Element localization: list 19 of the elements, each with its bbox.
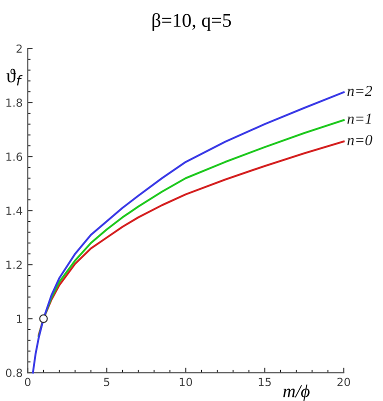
series-label: n=0 [347, 134, 372, 146]
line-series [32, 91, 345, 374]
y-tick-label: 1.6 [6, 152, 22, 161]
x-tick-label: 20 [337, 378, 350, 386]
y-tick-label: 1.8 [6, 98, 22, 107]
y-tick-label: 0.8 [6, 368, 22, 378]
x-tick-label: 10 [180, 378, 192, 386]
x-axis-title: m/ϕ [283, 384, 310, 401]
y-tick-label: 2 [16, 44, 22, 53]
x-tick-label: 15 [258, 378, 271, 386]
y-tick-label: 1.2 [6, 260, 22, 269]
y-tick-label: 1.4 [6, 206, 22, 215]
y-tick-label: 1 [16, 314, 22, 323]
y-axis-title: ϑ$_{f}$ [6, 68, 23, 86]
series-label: n=1 [347, 114, 371, 124]
series-label: n=2 [347, 86, 372, 96]
x-tick-label: 5 [104, 378, 110, 386]
x-tick-label: 0 [24, 378, 30, 386]
chart-title: β=10, q=5 [152, 13, 231, 31]
